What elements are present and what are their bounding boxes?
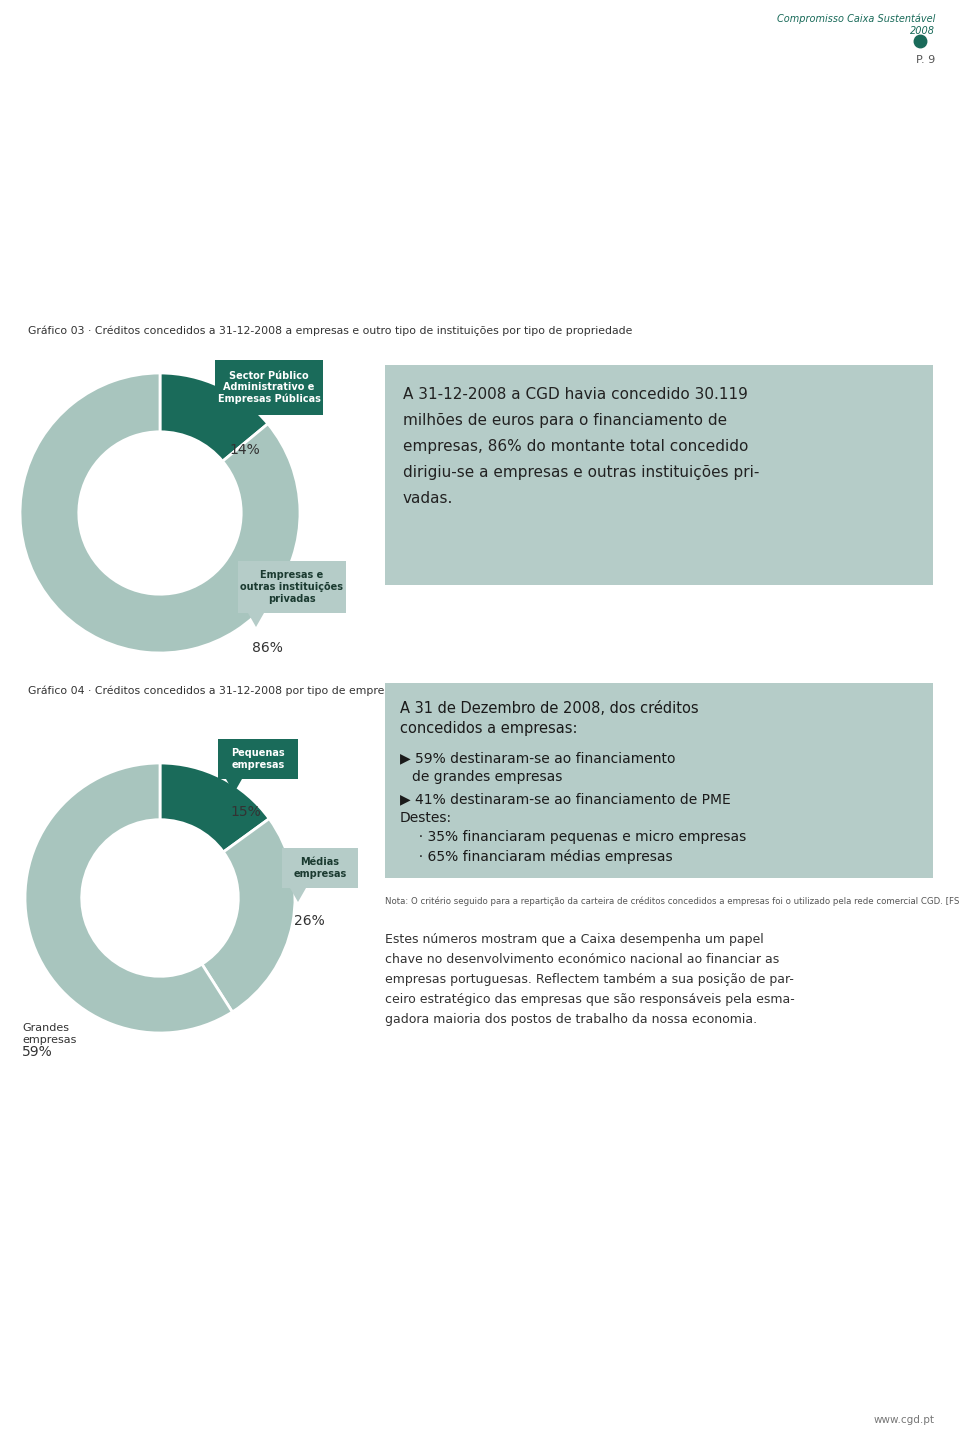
Wedge shape bbox=[202, 818, 295, 1012]
Text: Destes:: Destes: bbox=[400, 811, 452, 825]
Text: · 35% financiaram pequenas e micro empresas: · 35% financiaram pequenas e micro empre… bbox=[410, 830, 746, 844]
Text: Empresas e
outras instituições
privadas: Empresas e outras instituições privadas bbox=[241, 570, 344, 603]
Polygon shape bbox=[225, 416, 241, 429]
Text: dirigiu-se a empresas e outras instituições pri-: dirigiu-se a empresas e outras instituiç… bbox=[403, 465, 759, 481]
Text: milhões de euros para o financiamento de: milhões de euros para o financiamento de bbox=[403, 413, 727, 429]
Text: 15%: 15% bbox=[230, 805, 261, 820]
Text: Grandes
empresas: Grandes empresas bbox=[22, 1023, 77, 1045]
Text: P. 9: P. 9 bbox=[916, 55, 935, 65]
Polygon shape bbox=[248, 613, 264, 628]
FancyBboxPatch shape bbox=[282, 848, 358, 887]
Wedge shape bbox=[25, 763, 232, 1033]
Text: 2008: 2008 bbox=[910, 26, 935, 36]
Text: empresas, 86% do montante total concedido: empresas, 86% do montante total concedid… bbox=[403, 439, 749, 455]
Text: Médias
empresas: Médias empresas bbox=[294, 857, 347, 879]
Text: 86%: 86% bbox=[252, 641, 283, 655]
Wedge shape bbox=[160, 372, 268, 462]
Text: Gráfico 04 · Créditos concedidos a 31-12-2008 por tipo de empresa: Gráfico 04 · Créditos concedidos a 31-12… bbox=[28, 685, 396, 696]
FancyBboxPatch shape bbox=[385, 683, 933, 877]
Text: 26%: 26% bbox=[294, 913, 324, 928]
FancyBboxPatch shape bbox=[218, 739, 298, 779]
Text: Compromisso Caixa Sustentável: Compromisso Caixa Sustentável bbox=[777, 13, 935, 23]
Text: ▶ 41% destinaram-se ao financiamento de PME: ▶ 41% destinaram-se ao financiamento de … bbox=[400, 792, 731, 807]
FancyBboxPatch shape bbox=[238, 561, 346, 613]
Text: ▶ 59% destinaram-se ao financiamento: ▶ 59% destinaram-se ao financiamento bbox=[400, 750, 676, 765]
Text: concedidos a empresas:: concedidos a empresas: bbox=[400, 722, 578, 736]
Text: · 65% financiaram médias empresas: · 65% financiaram médias empresas bbox=[410, 848, 673, 863]
Text: A 31-12-2008 a CGD havia concedido 30.119: A 31-12-2008 a CGD havia concedido 30.11… bbox=[403, 387, 748, 403]
Wedge shape bbox=[160, 763, 269, 851]
Polygon shape bbox=[290, 887, 306, 902]
Text: empresas portuguesas. Reflectem também a sua posição de par-: empresas portuguesas. Reflectem também a… bbox=[385, 973, 794, 986]
Text: Pequenas
empresas: Pequenas empresas bbox=[231, 749, 285, 769]
Text: Nota: O critério seguido para a repartição da carteira de créditos concedidos a : Nota: O critério seguido para a repartiç… bbox=[385, 896, 960, 906]
Text: A 31 de Dezembro de 2008, dos créditos: A 31 de Dezembro de 2008, dos créditos bbox=[400, 701, 699, 716]
Text: chave no desenvolvimento económico nacional ao financiar as: chave no desenvolvimento económico nacio… bbox=[385, 952, 780, 965]
Text: gadora maioria dos postos de trabalho da nossa economia.: gadora maioria dos postos de trabalho da… bbox=[385, 1013, 757, 1026]
Text: ceiro estratégico das empresas que são responsáveis pela esma-: ceiro estratégico das empresas que são r… bbox=[385, 993, 795, 1006]
Text: www.cgd.pt: www.cgd.pt bbox=[874, 1416, 935, 1426]
Text: Sector Público
Administrativo e
Empresas Públicas: Sector Público Administrativo e Empresas… bbox=[218, 371, 321, 404]
FancyBboxPatch shape bbox=[215, 359, 323, 416]
Text: 14%: 14% bbox=[229, 443, 260, 457]
Text: Gráfico 03 · Créditos concedidos a 31-12-2008 a empresas e outro tipo de institu: Gráfico 03 · Créditos concedidos a 31-12… bbox=[28, 325, 633, 336]
Text: de grandes empresas: de grandes empresas bbox=[412, 771, 563, 784]
Text: 59%: 59% bbox=[22, 1045, 53, 1059]
Text: vadas.: vadas. bbox=[403, 491, 453, 506]
FancyBboxPatch shape bbox=[385, 365, 933, 584]
Polygon shape bbox=[226, 779, 242, 794]
Wedge shape bbox=[20, 372, 300, 654]
Text: Estes números mostram que a Caixa desempenha um papel: Estes números mostram que a Caixa desemp… bbox=[385, 934, 764, 947]
